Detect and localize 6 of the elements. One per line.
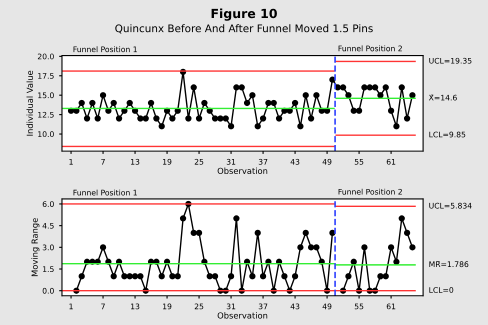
chart-subtitle: Quincunx Before And After Funnel Moved 1.5 Pins (115, 24, 373, 34)
y-axis-title: Individual Value (26, 70, 33, 136)
chart-title: Figure 10 (212, 8, 277, 21)
x-axis-title: Observation (218, 168, 268, 174)
y-axis-title: Moving Range (31, 218, 40, 276)
x-axis-title: Observation (218, 312, 268, 319)
